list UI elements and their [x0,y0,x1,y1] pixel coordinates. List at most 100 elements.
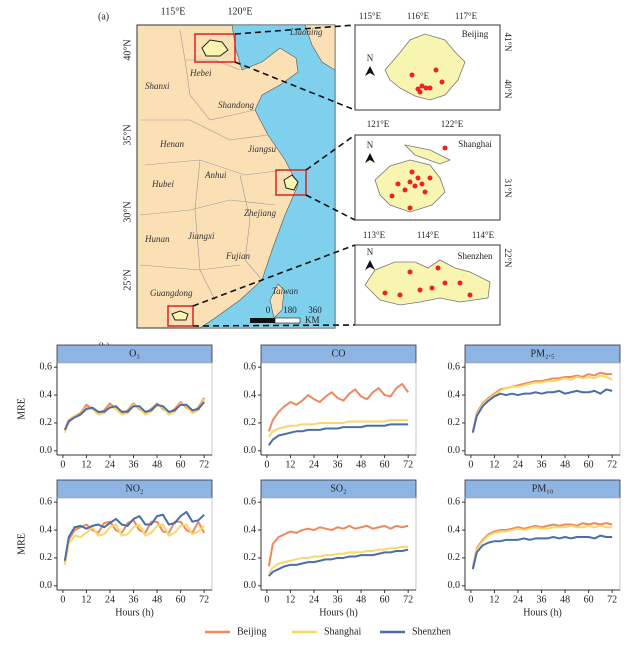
scale-label: 180 [283,305,297,315]
y-tick-label: 0.2 [40,552,53,563]
lon-tick: 113°E [363,230,386,240]
y-tick-label: 0.2 [244,417,257,428]
y-axis-label: MRE [16,533,27,555]
north-label: N [367,140,374,150]
lon-tick: 114°E [417,230,440,240]
province-label: Jiangsu [248,144,276,154]
taiwan [269,283,285,319]
chart-title: SO₂ [330,483,346,494]
x-tick-label: 72 [199,459,209,470]
plot-area [56,497,213,591]
lon-tick: 114°E [472,230,495,240]
series-line [267,382,409,432]
chart-title: CO [332,348,346,359]
stations [389,145,448,211]
inset-shenzhen: N Shenzhen 113°E 114°E 114°E 22°N [354,230,513,326]
x-tick-label: 36 [129,594,139,605]
lat-tick: 35°N [122,124,133,145]
chart-title: O₃ [129,348,140,359]
province-label: Henan [159,139,184,149]
inset-beijing: N Beijing 115°E 116°E 117°E 41°N 40°N [354,11,513,111]
legend-label: Shanghai [324,626,361,637]
plot-area [260,497,417,591]
x-tick-label: 0 [468,459,473,470]
main-map [136,24,336,329]
x-tick-label: 72 [403,459,413,470]
inset-title: Shenzhen [458,251,493,261]
scale-bar [250,318,275,323]
x-tick-label: 24 [309,594,319,605]
series-line [471,388,613,433]
stations [409,67,445,95]
x-tick-label: 0 [60,459,65,470]
x-tick-label: 24 [309,459,319,470]
inset-title: Shanghai [458,139,492,149]
island [403,144,451,165]
x-tick-label: 12 [285,594,295,605]
province-label: Taiwan [272,286,299,296]
x-tick-label: 72 [607,459,617,470]
north-label: N [367,247,374,257]
beijing-outline [201,39,229,57]
x-axis-label: Hours (h) [319,607,358,618]
x-tick-label: 12 [489,459,499,470]
x-tick-label: 60 [584,459,594,470]
series-line [63,397,206,431]
x-axis-label: Hours (h) [115,607,154,618]
series-line [63,523,205,566]
series-line [471,534,613,570]
y-tick-label: 0.6 [244,496,257,507]
province-label: Jiangxi [188,231,215,241]
y-tick-label: 0.4 [40,389,53,400]
province-label: Shanxi [145,81,170,91]
panel-label: (a) [98,11,109,22]
y-tick-label: 0.6 [40,361,53,372]
north-label: N [367,53,374,63]
lat-tick: 22°N [503,248,513,268]
province-label: Hebei [189,68,212,78]
y-tick-label: 0.6 [40,496,53,507]
x-tick-label: 0 [60,594,65,605]
series-line [471,524,613,570]
series-line [268,548,409,577]
shenzhen-outline [171,310,189,321]
y-tick-label: 0.4 [448,524,461,535]
sea [199,24,336,329]
y-tick-label: 0.2 [448,552,461,563]
province-label: Guangdong [150,288,193,298]
province-label: Hunan [144,234,170,244]
north-arrow [365,153,375,163]
lat-tick: 25°N [122,269,133,290]
x-tick-label: 72 [607,594,617,605]
x-tick-label: 36 [537,459,547,470]
legend-label: Shenzhen [412,626,451,637]
city-shape [374,159,446,213]
y-tick-label: 0.0 [448,445,461,456]
lon-tick: 115°E [161,6,186,17]
y-tick-label: 0.6 [448,361,461,372]
y-tick-label: 0.0 [244,445,257,456]
highlight-box [275,169,307,196]
x-tick-label: 12 [489,594,499,605]
x-tick-label: 60 [584,594,594,605]
lon-tick: 115°E [359,11,382,21]
x-axis-label: Hours (h) [523,607,562,618]
x-tick-label: 36 [537,594,547,605]
inset-shanghai: N Shanghai 121°E 122°E 31°N [354,119,513,221]
connector [192,24,356,327]
highlight-box [194,33,236,63]
y-tick-label: 0.4 [244,389,257,400]
y-tick-label: 0.0 [448,580,461,591]
province-label: Anhui [204,170,227,180]
north-arrow [365,260,375,270]
series-line [268,419,409,438]
series-line [267,524,409,567]
y-tick-label: 0.2 [40,417,53,428]
x-tick-label: 60 [176,594,186,605]
series-line [63,510,205,561]
x-tick-label: 36 [333,459,343,470]
x-tick-label: 60 [380,459,390,470]
scale-bar [274,317,301,324]
series-line [268,545,409,574]
